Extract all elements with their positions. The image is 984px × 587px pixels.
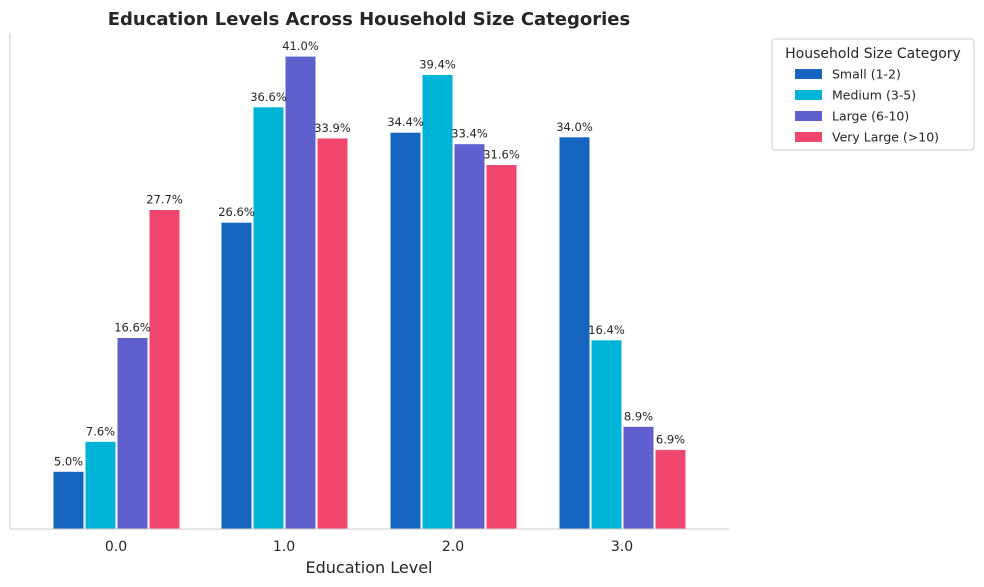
x-tick-label-2: 1.0 [273,539,295,555]
bar-1-3 [389,131,422,530]
legend-label-2: Medium (3-5) [832,88,916,103]
x-tick-label-4: 3.0 [611,539,633,555]
data-label-3-2: 41.0% [282,39,319,53]
bar-3-2 [284,55,317,530]
data-label-2-2: 36.6% [250,90,287,104]
legend-swatch-3 [795,111,822,121]
bar-1-4 [558,136,591,530]
data-label-1-1: 5.0% [54,454,83,468]
data-label-2-3: 39.4% [419,58,456,72]
x-axis-label: Education Level [306,558,433,577]
legend-label-4: Very Large (>10) [832,130,939,145]
data-label-2-4: 16.4% [588,323,625,337]
data-label-4-4: 6.9% [656,432,685,446]
bar-2-1 [84,440,117,530]
data-label-4-3: 31.6% [483,148,520,162]
data-label-2-1: 7.6% [86,424,115,438]
bar-3-1 [116,337,149,530]
bar-3-3 [453,143,486,530]
legend-swatch-2 [795,90,822,100]
chart-title: Education Levels Across Household Size C… [108,9,630,30]
data-label-1-2: 26.6% [218,205,255,219]
bar-4-1 [148,209,181,530]
legend-frame [771,38,975,151]
bar-1-1 [52,470,85,530]
legend-swatch-4 [795,132,822,142]
bar-2-3 [421,74,454,530]
data-label-1-4: 34.0% [556,120,593,134]
x-tick-label-1: 0.0 [105,539,127,555]
x-tick-label-3: 2.0 [442,539,464,555]
legend-label-1: Small (1-2) [832,67,901,82]
data-label-3-4: 8.9% [624,409,653,423]
bar-2-4 [590,339,623,530]
legend-swatch-1 [795,69,822,79]
legend-label-3: Large (6-10) [832,109,909,124]
data-label-3-1: 16.6% [114,321,151,335]
x-tick-labels: 0.0 1.0 2.0 3.0 [105,539,633,555]
data-label-3-3: 33.4% [451,127,488,141]
bars-group [52,55,687,530]
data-labels-group: 5.0% 26.6% 34.4% 34.0% 7.6% 36.6% 39.4% 16.4% 16… [54,39,685,468]
bar-4-3 [485,164,518,530]
legend-title: Household Size Category [785,46,961,62]
legend: Household Size Category Small (1-2) Mediu… [771,38,975,151]
bar-2-2 [252,106,285,530]
data-label-1-3: 34.4% [387,115,424,129]
bar-1-2 [220,221,253,530]
bar-4-4 [654,448,687,530]
data-label-4-1: 27.7% [146,193,183,207]
bar-4-2 [316,137,349,530]
legend-items: Small (1-2) Medium (3-5) Large (6-10) Very … [795,67,939,145]
bar-3-4 [622,425,655,530]
data-label-4-2: 33.9% [314,121,351,135]
